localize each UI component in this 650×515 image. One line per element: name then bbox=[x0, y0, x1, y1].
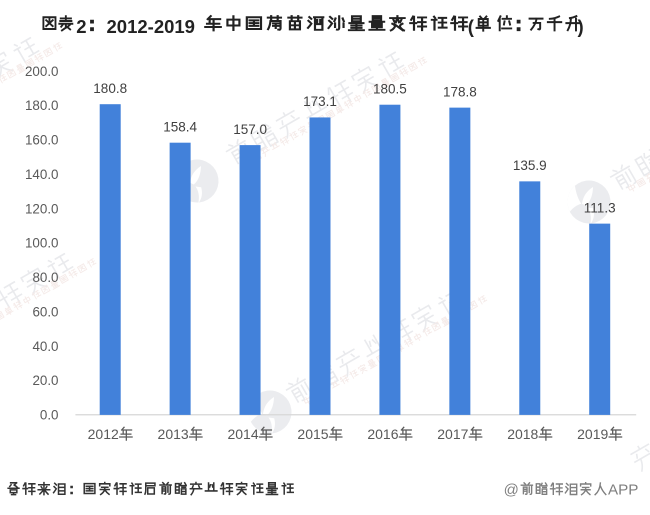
svg-text:135.9: 135.9 bbox=[513, 158, 547, 173]
svg-text:200.0: 200.0 bbox=[25, 64, 59, 79]
svg-text:2012: 2012 bbox=[88, 426, 119, 442]
svg-text:APP: APP bbox=[608, 482, 638, 499]
svg-text:158.4: 158.4 bbox=[163, 119, 197, 134]
svg-text:140.0: 140.0 bbox=[25, 167, 59, 182]
svg-text:2015: 2015 bbox=[297, 426, 328, 442]
svg-text:40.0: 40.0 bbox=[32, 339, 58, 354]
svg-text:): ) bbox=[578, 16, 584, 37]
svg-text:0.0: 0.0 bbox=[40, 408, 59, 423]
svg-text:160.0: 160.0 bbox=[25, 133, 59, 148]
svg-text:2013: 2013 bbox=[158, 426, 189, 442]
svg-text:111.3: 111.3 bbox=[584, 200, 616, 215]
svg-text:178.8: 178.8 bbox=[443, 84, 477, 99]
svg-text:157.0: 157.0 bbox=[233, 122, 267, 137]
svg-text:180.5: 180.5 bbox=[373, 81, 407, 96]
svg-text:80.0: 80.0 bbox=[32, 270, 58, 285]
svg-text:2012-2019: 2012-2019 bbox=[107, 16, 195, 37]
svg-text:60.0: 60.0 bbox=[32, 304, 58, 319]
svg-text:20.0: 20.0 bbox=[32, 373, 58, 388]
svg-text:(: ( bbox=[468, 16, 475, 37]
svg-text:@: @ bbox=[504, 482, 519, 499]
svg-text:2016: 2016 bbox=[367, 426, 398, 442]
svg-text:180.8: 180.8 bbox=[93, 81, 127, 96]
svg-text:2: 2 bbox=[76, 16, 86, 37]
svg-text:173.1: 173.1 bbox=[303, 94, 337, 109]
svg-text:180.0: 180.0 bbox=[25, 98, 59, 113]
svg-text:2017: 2017 bbox=[437, 426, 468, 442]
svg-text:120.0: 120.0 bbox=[25, 201, 59, 216]
svg-text:100.0: 100.0 bbox=[25, 236, 59, 251]
svg-text:2014: 2014 bbox=[227, 426, 258, 442]
svg-text:2018: 2018 bbox=[507, 426, 538, 442]
svg-text:2019: 2019 bbox=[577, 426, 608, 442]
